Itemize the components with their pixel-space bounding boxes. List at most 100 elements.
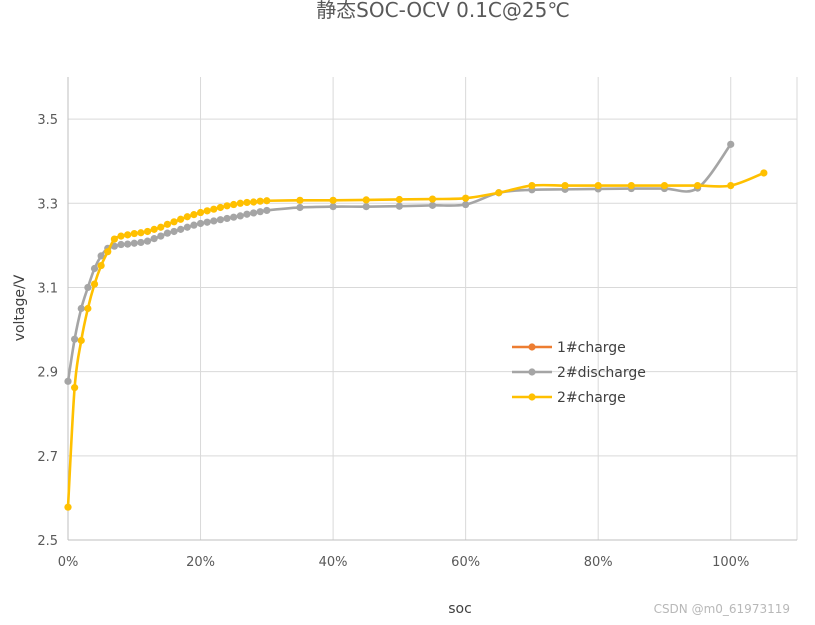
data-point: [230, 213, 238, 221]
data-point: [71, 335, 79, 343]
data-point: [395, 202, 403, 210]
data-point: [163, 220, 172, 228]
legend-label: 1#charge: [557, 340, 626, 356]
legend-marker: [528, 343, 536, 351]
data-point: [170, 227, 178, 236]
data-point: [495, 189, 503, 197]
data-point: [216, 203, 225, 212]
data-point: [428, 201, 437, 209]
data-point: [157, 232, 165, 240]
data-point: [216, 216, 225, 224]
data-point: [64, 503, 72, 511]
legend-label: 2#discharge: [557, 365, 646, 381]
series-line: [66, 143, 732, 382]
data-point: [462, 194, 470, 202]
data-point: [124, 231, 132, 239]
watermark: CSDN @m0_61973119: [654, 602, 790, 616]
data-point: [117, 232, 125, 240]
y-tick-label: 3.1: [37, 281, 58, 296]
data-point: [97, 261, 105, 270]
data-point: [203, 218, 211, 226]
data-point: [462, 200, 470, 209]
data-point: [90, 264, 99, 273]
x-tick-label: 60%: [451, 555, 480, 570]
data-point: [170, 218, 178, 226]
series-2-discharge: [64, 140, 735, 385]
data-point: [594, 181, 602, 190]
data-point: [130, 229, 138, 238]
data-point: [77, 304, 85, 313]
data-point: [150, 225, 158, 233]
legend-marker: [528, 368, 536, 376]
data-point: [263, 197, 271, 205]
data-point: [362, 196, 370, 204]
data-point: [143, 237, 152, 245]
x-tick-label: 100%: [712, 555, 749, 570]
data-point: [230, 200, 238, 209]
series-2-charge: [64, 169, 768, 511]
data-point: [117, 240, 125, 249]
data-point: [362, 203, 370, 211]
data-point: [760, 169, 768, 177]
data-point: [236, 212, 244, 220]
data-point: [296, 196, 304, 204]
data-point: [71, 384, 79, 392]
y-tick-label: 3.5: [37, 113, 58, 128]
data-point: [210, 217, 218, 225]
data-point: [183, 213, 191, 221]
data-point: [243, 210, 251, 218]
y-tick-label: 2.7: [37, 450, 58, 465]
data-point: [660, 181, 669, 190]
x-tick-label: 80%: [584, 555, 613, 570]
data-point: [223, 214, 231, 223]
data-point: [97, 252, 105, 260]
data-point: [137, 238, 145, 247]
axes: [67, 77, 797, 541]
data-point: [190, 221, 198, 229]
data-point: [727, 140, 735, 148]
data-point: [249, 209, 258, 217]
grid: [68, 77, 798, 540]
data-point: [124, 240, 132, 248]
data-point: [84, 283, 92, 292]
data-point: [296, 203, 304, 212]
data-point: [727, 181, 735, 190]
x-tick-label: 40%: [319, 555, 348, 570]
data-point: [157, 223, 165, 231]
data-point: [183, 223, 191, 231]
y-tick-label: 3.3: [37, 197, 58, 212]
legend-item-1-charge: 1#charge: [512, 340, 626, 356]
x-tick-label: 20%: [186, 555, 215, 570]
data-point: [203, 207, 211, 215]
data-point: [256, 208, 264, 216]
legend-marker: [528, 393, 536, 401]
chart-title: 静态SOC-OCV 0.1C@25℃: [316, 0, 570, 22]
data-point: [77, 336, 85, 345]
data-point: [528, 181, 536, 190]
legend-label: 2#charge: [557, 390, 626, 406]
data-point: [130, 239, 138, 247]
data-point: [190, 211, 198, 219]
data-point: [90, 280, 99, 288]
data-point: [177, 215, 185, 223]
data-point: [243, 198, 251, 207]
series: [64, 140, 768, 511]
data-point: [177, 225, 185, 233]
x-axis-label: soc: [448, 601, 472, 617]
data-point: [395, 195, 403, 204]
data-point: [263, 206, 271, 215]
data-point: [428, 195, 437, 203]
data-point: [236, 199, 244, 207]
x-tick-label: 0%: [58, 555, 79, 570]
data-point: [693, 181, 702, 190]
legend-item-2-discharge: 2#discharge: [512, 365, 646, 381]
data-point: [256, 197, 264, 205]
data-point: [143, 227, 152, 236]
data-point: [196, 208, 205, 217]
data-point: [249, 198, 258, 206]
data-point: [210, 205, 218, 213]
y-axis-label: voltage/V: [12, 274, 28, 341]
data-point: [223, 202, 231, 210]
data-point: [561, 181, 569, 190]
